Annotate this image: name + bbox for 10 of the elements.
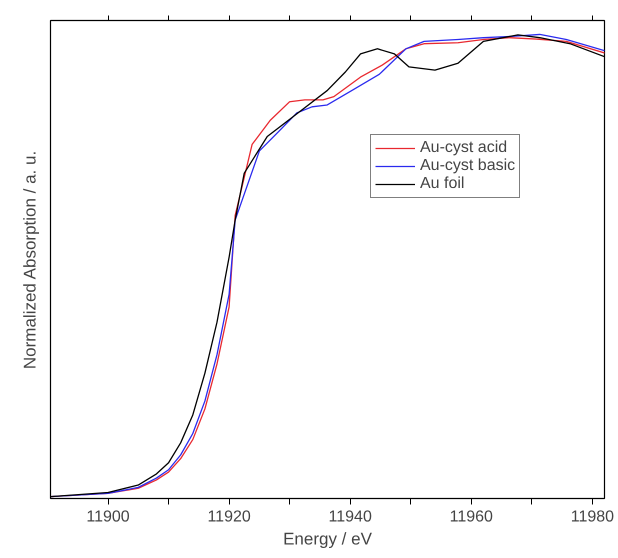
x-tick-label: 11960 <box>450 508 494 526</box>
y-axis-title: Normalized Absorption / a. u. <box>20 150 40 370</box>
x-tick-label: 11900 <box>86 508 130 526</box>
x-axis-title: Energy / eV <box>283 530 373 548</box>
x-tick-label: 11980 <box>570 508 614 526</box>
legend-label: Au foil <box>420 175 464 193</box>
x-tick-label: 11920 <box>207 508 251 526</box>
x-tick-label: 11940 <box>328 508 372 526</box>
legend-label: Au-cyst basic <box>420 157 516 175</box>
legend-label: Au-cyst acid <box>420 139 508 157</box>
